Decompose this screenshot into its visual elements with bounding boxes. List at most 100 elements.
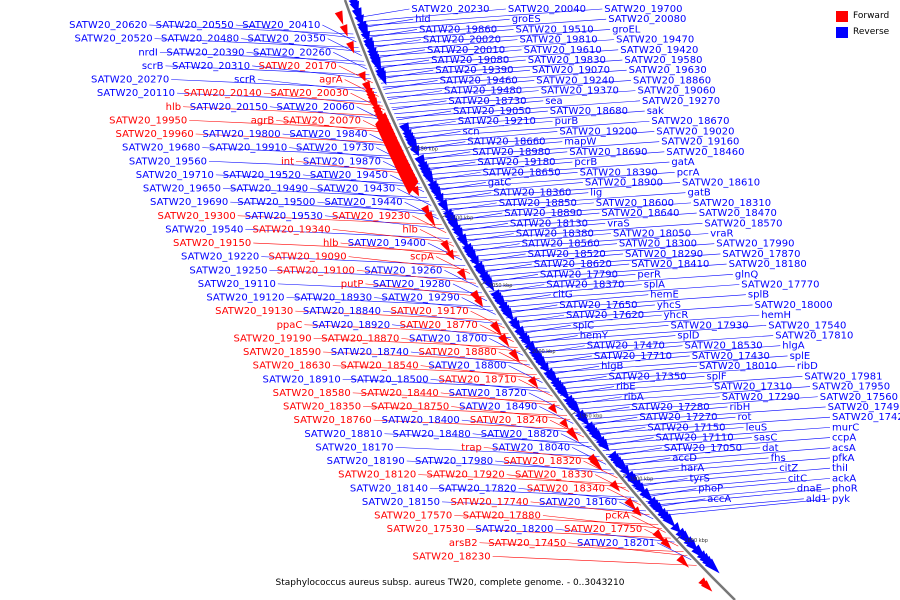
label-connector — [492, 284, 642, 298]
forward-gene-feature — [624, 497, 637, 511]
gene-label: SATW20_18350 — [283, 402, 361, 413]
gene-label: SATW20_20350 — [248, 34, 326, 45]
gene-label: SATW20_19070 — [532, 65, 610, 76]
gene-label: SATW20_19690 — [150, 197, 228, 208]
gene-label: SATW20_18740 — [331, 347, 409, 358]
label-connector — [555, 376, 705, 390]
label-connector — [628, 467, 778, 482]
label-connector — [183, 106, 388, 117]
label-connector — [599, 437, 654, 447]
gene-label: SATW20_19560 — [129, 156, 207, 167]
label-connector — [406, 460, 611, 471]
label-connector — [430, 487, 635, 498]
gene-label: SATW20_18160 — [539, 497, 617, 508]
gene-label: SATW20_17150 — [647, 422, 725, 433]
label-connector — [418, 474, 623, 484]
label-connector — [528, 392, 563, 411]
label-connector — [412, 215, 447, 234]
label-connector — [257, 79, 377, 93]
gene-label: SATW20_20040 — [508, 4, 586, 15]
gene-label: mapW — [564, 137, 596, 148]
forward-swatch — [836, 10, 848, 22]
gene-label: SATW20_18720 — [449, 388, 527, 399]
label-connector — [426, 171, 481, 182]
gene-label: SATW20_20480 — [161, 34, 239, 45]
gene-label: ribE — [616, 382, 636, 393]
reverse-gene-feature — [568, 400, 582, 417]
label-connector — [410, 131, 655, 149]
label-connector — [276, 120, 396, 134]
gene-label: SATW20_18560 — [522, 239, 600, 250]
label-connector — [368, 39, 518, 53]
reverse-gene-feature — [662, 513, 676, 528]
forward-gene-feature — [609, 480, 621, 492]
gene-label: SATW20_17540 — [768, 320, 846, 331]
gene-label: SATW20_19250 — [189, 265, 267, 276]
label-connector — [295, 310, 500, 321]
gene-label: SATW20_18600 — [596, 198, 674, 209]
label-connector — [516, 325, 571, 335]
reverse-gene-feature — [410, 145, 419, 157]
label-connector — [619, 457, 769, 472]
forward-gene-feature — [631, 506, 642, 517]
label-connector — [430, 171, 675, 190]
gene-label: SATW20_17290 — [722, 392, 800, 403]
gene-label: SATW20_20110 — [97, 88, 175, 99]
reverse-gene-feature — [456, 233, 470, 250]
gene-label: SATW20_18770 — [400, 320, 478, 331]
gene-label: SATW20_20170 — [259, 61, 337, 72]
gene-label: SATW20_17710 — [594, 351, 672, 362]
gene-label: SATW20_17810 — [775, 331, 853, 342]
gene-label: splD — [677, 331, 699, 342]
gene-label: SATW20_18800 — [428, 361, 506, 372]
label-connector — [359, 18, 414, 29]
gene-label: SATW20_19700 — [604, 4, 682, 15]
gene-label: thiI — [832, 463, 848, 474]
gene-label: SATW20_17350 — [609, 371, 687, 382]
legend-forward-label: Forward — [853, 11, 890, 21]
label-connector — [324, 215, 444, 230]
gene-label: SATW20_19680 — [122, 143, 200, 154]
label-connector — [476, 253, 721, 272]
label-connector — [332, 229, 452, 243]
forward-gene-feature — [527, 376, 539, 389]
gene-label: SATW20_18860 — [633, 75, 711, 86]
gene-label: SATW20_17920 — [427, 470, 505, 481]
gene-label: SATW20_19630 — [629, 65, 707, 76]
label-connector — [413, 141, 563, 155]
label-connector — [387, 90, 443, 100]
gene-label: SATW20_17930 — [671, 320, 749, 331]
gene-label: SATW20_18200 — [475, 524, 553, 535]
label-connector — [515, 314, 760, 333]
gene-label: SATW20_20550 — [156, 20, 234, 31]
gene-label: SATW20_19190 — [233, 333, 311, 344]
gene-label: SATW20_19200 — [559, 126, 637, 137]
label-connector — [237, 215, 442, 226]
gene-label: SATW20_19210 — [458, 116, 536, 127]
label-connector — [401, 338, 521, 352]
gene-label: SATW20_20010 — [427, 45, 505, 56]
label-connector — [374, 49, 619, 68]
gene-label: SATW20_18630 — [253, 361, 331, 372]
gene-label: SATW20_20020 — [423, 35, 501, 46]
gene-label: scrB — [142, 61, 164, 72]
reverse-gene-feature — [639, 487, 654, 504]
gene-label: SATW20_19650 — [143, 184, 221, 195]
gene-label: pcrA — [677, 167, 700, 178]
gene-label: ribH — [730, 402, 751, 413]
label-connector — [555, 528, 675, 543]
gene-label: SATW20_18170 — [315, 442, 393, 453]
label-connector — [543, 355, 788, 374]
label-connector — [589, 416, 831, 435]
gene-label: SATW20_19910 — [209, 143, 287, 154]
gene-label: SATW20_18010 — [699, 361, 777, 372]
gene-label: SATW20_17820 — [438, 483, 516, 494]
gene-label: phoP — [698, 484, 723, 495]
gene-label: SATW20_18490 — [459, 402, 537, 413]
label-connector — [453, 222, 508, 233]
label-connector — [235, 24, 355, 39]
gene-label: ppaC — [277, 320, 303, 331]
gene-label: hlb — [323, 238, 338, 249]
tick-mark — [406, 145, 412, 149]
forward-gene-feature — [652, 529, 667, 544]
